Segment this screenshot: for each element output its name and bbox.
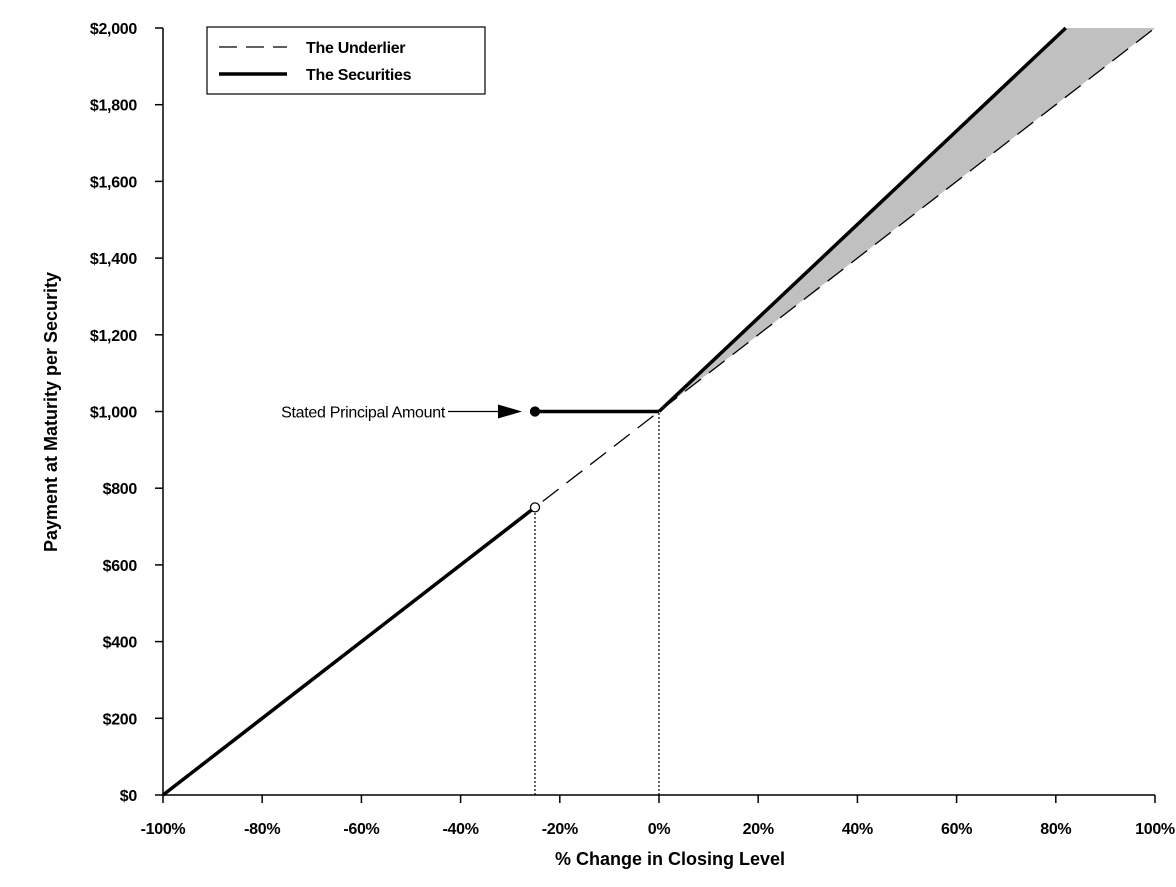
series-segment-securities bbox=[161, 505, 537, 797]
marker-layer bbox=[529, 406, 541, 513]
x-tick-label: 100% bbox=[1135, 821, 1175, 838]
annotation-label: Stated Principal Amount bbox=[281, 405, 446, 422]
series-layer bbox=[161, 26, 1156, 797]
x-tick-label: 60% bbox=[941, 821, 972, 838]
legend-label-underlier: The Underlier bbox=[306, 40, 405, 57]
y-tick-label: $1,800 bbox=[90, 98, 138, 115]
x-tick-label: -100% bbox=[141, 821, 186, 838]
x-ticks: -100% -80% -60% -40% -20% 0% 20% 40% 60% 80% 100% bbox=[141, 795, 1175, 838]
marker-open bbox=[529, 502, 541, 513]
y-axis-title: Payment at Maturity per Security bbox=[41, 272, 61, 552]
marker-filled bbox=[529, 406, 541, 417]
annotation-layer: Stated Principal Amount bbox=[281, 404, 522, 422]
x-axis-title: % Change in Closing Level bbox=[555, 849, 785, 869]
y-tick-label: $600 bbox=[103, 558, 138, 575]
x-tick-label: -60% bbox=[343, 821, 379, 838]
x-tick-label: -40% bbox=[443, 821, 479, 838]
legend-box bbox=[206, 26, 486, 95]
y-ticks: $0 $200 $400 $600 $800 $1,000 $1,200 $1,400 $1,6… bbox=[90, 21, 163, 805]
x-tick-label: -80% bbox=[244, 821, 280, 838]
y-tick-label: $200 bbox=[103, 711, 138, 728]
y-tick-label: $800 bbox=[103, 481, 138, 498]
annotation-arrow-head bbox=[498, 404, 522, 419]
y-tick-label: $1,600 bbox=[90, 174, 138, 191]
y-tick-label: $1,000 bbox=[90, 405, 138, 422]
axes: -100% -80% -60% -40% -20% 0% 20% 40% 60% 80% 100% … bbox=[90, 21, 1175, 838]
series-segment-securities bbox=[657, 26, 1067, 413]
y-tick-label: $1,200 bbox=[90, 328, 138, 345]
y-tick-label: $400 bbox=[103, 635, 138, 652]
legend-label-securities: The Securities bbox=[306, 67, 412, 84]
x-tick-label: 20% bbox=[743, 821, 774, 838]
legend: The Underlier The Securities bbox=[206, 26, 486, 95]
y-tick-label: $1,400 bbox=[90, 251, 138, 268]
x-tick-label: 0% bbox=[648, 821, 671, 838]
x-tick-label: -20% bbox=[542, 821, 578, 838]
x-tick-label: 40% bbox=[842, 821, 873, 838]
x-tick-label: 80% bbox=[1040, 821, 1071, 838]
y-tick-label: $2,000 bbox=[90, 21, 138, 38]
y-tick-label: $0 bbox=[120, 788, 138, 805]
